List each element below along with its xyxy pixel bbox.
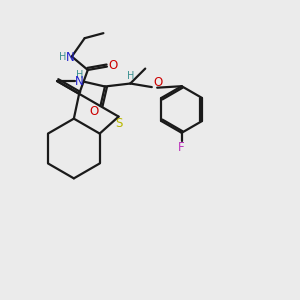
- Text: H: H: [76, 70, 84, 80]
- Text: O: O: [90, 105, 99, 119]
- Text: N: N: [75, 75, 84, 88]
- Text: S: S: [115, 117, 122, 130]
- Text: F: F: [178, 141, 185, 154]
- Text: O: O: [154, 76, 163, 89]
- Text: N: N: [66, 51, 75, 64]
- Text: O: O: [109, 59, 118, 73]
- Text: H: H: [127, 71, 134, 81]
- Text: H: H: [58, 52, 66, 61]
